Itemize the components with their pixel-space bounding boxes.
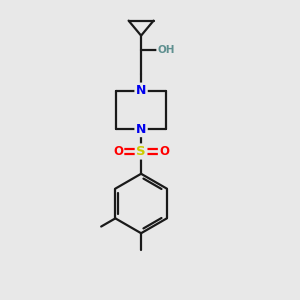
Text: O: O (113, 145, 123, 158)
Text: OH: OH (158, 45, 175, 56)
Text: S: S (136, 145, 146, 158)
Text: N: N (136, 84, 146, 97)
Text: O: O (159, 145, 169, 158)
Text: N: N (136, 123, 146, 136)
